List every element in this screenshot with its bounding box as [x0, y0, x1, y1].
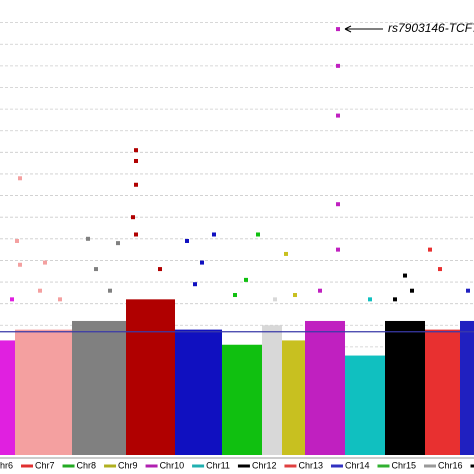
snp-point: [193, 282, 197, 287]
snp-point: [10, 297, 14, 302]
legend-label: Chr12: [252, 460, 277, 470]
annotation-arrowhead: [344, 25, 352, 33]
chromosome-body: [305, 320, 345, 455]
snp-point: [336, 202, 340, 207]
snp-point: [58, 297, 62, 302]
snp-point: [15, 238, 19, 243]
chromosome-body: [175, 329, 222, 455]
snp-point: [158, 267, 162, 272]
snp-point: [466, 288, 470, 293]
snp-point: [134, 182, 138, 187]
snp-point: [284, 251, 288, 256]
chromosome-body: [282, 340, 305, 455]
chromosome-body: [72, 320, 126, 455]
snp-point: [428, 247, 432, 252]
snp-point: [336, 63, 340, 68]
snp-point: [86, 236, 90, 241]
chromosome-body: [222, 344, 262, 455]
snp-point: [438, 267, 442, 272]
legend-label: Chr8: [77, 460, 97, 470]
chromosome-body: [126, 299, 175, 455]
chromosome-body: [425, 329, 460, 455]
snp-point: [18, 262, 22, 267]
annotation: rs7903146-TCF7L: [388, 21, 474, 35]
legend-label: Chr13: [298, 460, 323, 470]
snp-point: [293, 293, 297, 298]
snp-point: [43, 260, 47, 265]
snp-point: [336, 113, 340, 118]
chromosome-body: [385, 320, 425, 455]
snp-point: [131, 215, 135, 220]
snp-point: [244, 277, 248, 282]
snp-point: [410, 288, 414, 293]
chromosome-body: [262, 325, 282, 455]
snp-point: [200, 260, 204, 265]
snp-point: [318, 288, 322, 293]
chromosome-body: [345, 355, 385, 455]
chromosome-body: [15, 329, 72, 455]
legend-label: Chr11: [206, 460, 230, 470]
chromosome-body: [460, 320, 474, 455]
legend-label: Chr15: [391, 460, 416, 470]
snp-point: [393, 297, 397, 302]
snp-point: [212, 232, 216, 237]
snp-point: [273, 297, 277, 302]
legend-label: Chr16: [438, 460, 463, 470]
legend: hr6 Chr7 Chr8 Chr9 Chr10 Chr11 Chr12 Chr13 Chr14…: [0, 460, 474, 470]
snp-point: [256, 232, 260, 237]
legend-label: hr6: [0, 460, 13, 470]
snp-point: [233, 293, 237, 298]
snp-point: [336, 247, 340, 252]
legend-label: Chr9: [118, 460, 138, 470]
snp-point: [368, 297, 372, 302]
snp-point: [108, 288, 112, 293]
legend-label: Chr10: [160, 460, 185, 470]
chromosome-body: [0, 340, 15, 455]
snp-point: [134, 158, 138, 163]
legend-label: Chr14: [345, 460, 370, 470]
plot-area: [0, 27, 474, 455]
snp-point: [134, 148, 138, 153]
snp-point: [336, 27, 340, 32]
snp-point: [18, 176, 22, 181]
snp-point: [134, 232, 138, 237]
legend-label: Chr7: [35, 460, 55, 470]
snp-point: [38, 288, 42, 293]
snp-point: [116, 241, 120, 246]
snp-point: [185, 238, 189, 243]
snp-point: [403, 273, 407, 278]
snp-point: [94, 267, 98, 272]
